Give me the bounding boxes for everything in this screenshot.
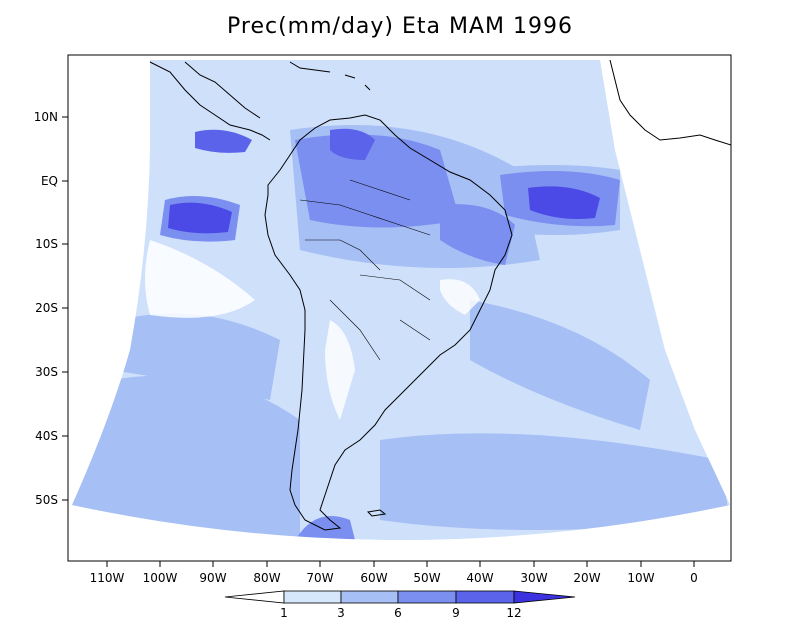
central-america-coastline-north [184, 61, 261, 119]
precip-moderate-south-pacific [72, 375, 300, 540]
lat-label: 30S [35, 365, 58, 379]
falkland-islands [366, 509, 387, 517]
lon-labels: 110W 100W 90W 80W 70W 60W 50W 40W 30W 20… [90, 571, 698, 585]
precip-dry-central-brazil [440, 279, 480, 315]
lat-label: 50S [35, 493, 58, 507]
lat-label: 10N [34, 110, 58, 124]
precip-moderate-sacz [470, 300, 650, 430]
lat-label: 20S [35, 301, 58, 315]
lat-axis [62, 116, 68, 501]
precip-heavy-patagonia [280, 516, 360, 540]
precip-heavy-amazon [295, 134, 460, 228]
lon-label: 90W [199, 571, 226, 585]
lon-label: 0 [690, 571, 698, 585]
precip-moderate-south-atlantic [380, 433, 730, 530]
map-title: Prec(mm/day) Eta MAM 1996 [227, 14, 573, 39]
lat-labels: 10N EQ 10S 20S 30S 40S 50S [34, 110, 58, 507]
colorbar-segment [224, 590, 285, 604]
lon-label: 110W [90, 571, 125, 585]
lon-label: 60W [360, 571, 387, 585]
lon-label: 40W [466, 571, 493, 585]
south-america-coastline [264, 114, 513, 531]
lon-label: 20W [573, 571, 600, 585]
colorbar-segment [340, 590, 399, 604]
caribbean-islands [289, 61, 371, 91]
lon-label: 10W [627, 571, 654, 585]
precip-very-heavy-panama [195, 129, 252, 153]
central-america-coastline [149, 61, 271, 141]
precip-very-heavy-pacific [168, 202, 232, 234]
colorbar-tick-label: 9 [452, 606, 460, 618]
country-borders [299, 179, 431, 361]
precip-very-heavy-colombia [330, 128, 375, 160]
lon-label: 70W [306, 571, 333, 585]
lon-label: 50W [413, 571, 440, 585]
precip-field [72, 60, 730, 540]
colorbar-tick-label: 6 [394, 606, 402, 618]
colorbar-labels: 1 3 6 9 12 [280, 606, 521, 618]
lat-label: 10S [35, 237, 58, 251]
lon-label: 100W [143, 571, 178, 585]
colorbar-segment [283, 590, 342, 604]
colorbar-tick-label: 1 [280, 606, 288, 618]
precip-dry-se-pacific [145, 240, 255, 318]
precip-moderate-mid-pacific [110, 313, 280, 400]
africa-coastline [609, 59, 731, 146]
colorbar-tick-label: 3 [337, 606, 345, 618]
precip-dry-argentina [325, 320, 355, 420]
lat-label: EQ [41, 174, 58, 188]
lat-label: 40S [35, 429, 58, 443]
coastlines [149, 59, 731, 531]
precip-heavy-ne-brazil [440, 204, 515, 265]
colorbar-tick-label: 12 [506, 606, 521, 618]
colorbar-segment [455, 590, 515, 604]
lon-label: 30W [520, 571, 547, 585]
colorbar [224, 590, 576, 604]
precip-very-heavy-atlantic [528, 186, 600, 219]
lon-axis [106, 561, 695, 567]
colorbar-segment [397, 590, 457, 604]
colorbar-segment [513, 590, 576, 604]
lon-label: 80W [253, 571, 280, 585]
